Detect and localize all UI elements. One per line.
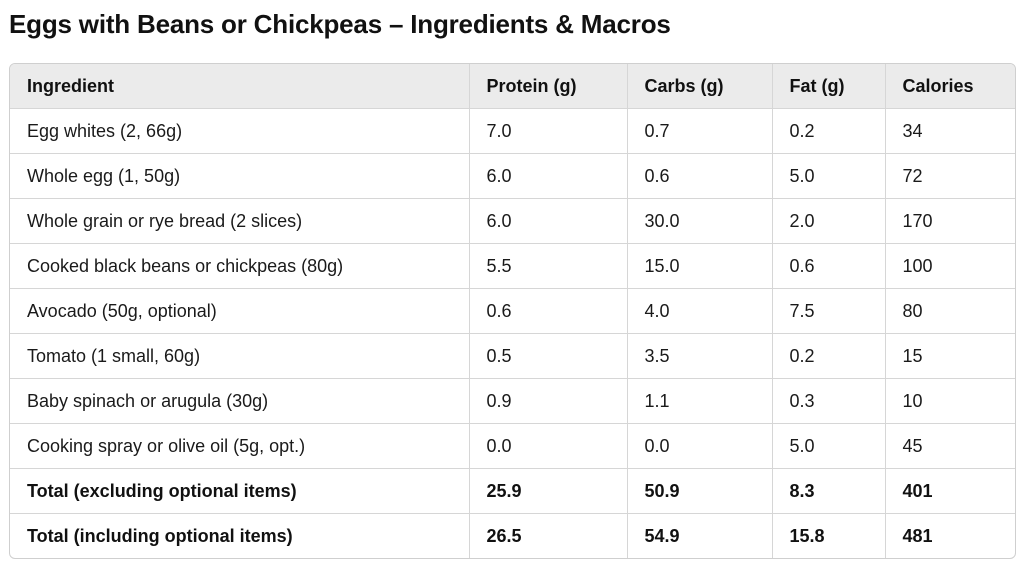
cell-carbs: 3.5 (627, 333, 773, 379)
cell-carbs: 0.6 (627, 153, 773, 199)
cell-fat: 5.0 (772, 423, 886, 469)
total-fat: 15.8 (772, 513, 886, 558)
table-row: Whole egg (1, 50g) 6.0 0.6 5.0 72 (10, 153, 1015, 199)
cell-ingredient: Tomato (1 small, 60g) (10, 333, 470, 379)
cell-ingredient: Cooking spray or olive oil (5g, opt.) (10, 423, 470, 469)
total-fat: 8.3 (772, 468, 886, 514)
cell-ingredient: Cooked black beans or chickpeas (80g) (10, 243, 470, 289)
header-calories: Calories (885, 64, 1015, 109)
cell-calories: 34 (885, 108, 1015, 154)
cell-calories: 45 (885, 423, 1015, 469)
total-row-excluding-optional: Total (excluding optional items) 25.9 50… (10, 468, 1015, 514)
table-row: Tomato (1 small, 60g) 0.5 3.5 0.2 15 (10, 333, 1015, 379)
total-carbs: 54.9 (627, 513, 773, 558)
cell-carbs: 4.0 (627, 288, 773, 334)
cell-ingredient: Egg whites (2, 66g) (10, 108, 470, 154)
total-protein: 25.9 (469, 468, 628, 514)
cell-protein: 0.6 (469, 288, 628, 334)
total-label: Total (excluding optional items) (10, 468, 470, 514)
cell-calories: 15 (885, 333, 1015, 379)
cell-calories: 10 (885, 378, 1015, 424)
cell-calories: 72 (885, 153, 1015, 199)
cell-protein: 7.0 (469, 108, 628, 154)
cell-protein: 6.0 (469, 198, 628, 244)
total-calories: 401 (885, 468, 1015, 514)
cell-carbs: 1.1 (627, 378, 773, 424)
total-calories: 481 (902, 525, 933, 546)
cell-carbs: 0.0 (627, 423, 773, 469)
page-title: Eggs with Beans or Chickpeas – Ingredien… (9, 9, 671, 39)
cell-protein: 0.0 (469, 423, 628, 469)
table-row: Whole grain or rye bread (2 slices) 6.0 … (10, 198, 1015, 244)
cell-protein: 5.5 (469, 243, 628, 289)
cell-ingredient: Avocado (50g, optional) (10, 288, 470, 334)
cell-fat: 0.2 (772, 333, 886, 379)
cell-fat: 0.2 (772, 108, 886, 154)
cell-fat: 0.3 (772, 378, 886, 424)
cell-fat: 2.0 (772, 198, 886, 244)
cell-fat: 5.0 (772, 153, 886, 199)
total-protein: 26.5 (469, 513, 628, 558)
cell-carbs: 15.0 (627, 243, 773, 289)
cell-calories: 170 (885, 198, 1015, 244)
table-header-row: Ingredient Protein (g) Carbs (g) Fat (g)… (10, 64, 1015, 109)
table-row: Cooked black beans or chickpeas (80g) 5.… (10, 243, 1015, 289)
total-carbs: 50.9 (627, 468, 773, 514)
cell-calories: 100 (885, 243, 1015, 289)
total-label: Total (including optional items) (10, 513, 470, 558)
cell-protein: 6.0 (469, 153, 628, 199)
header-ingredient: Ingredient (10, 64, 470, 109)
cell-protein: 0.9 (469, 378, 628, 424)
cell-calories: 80 (885, 288, 1015, 334)
header-fat: Fat (g) (772, 64, 886, 109)
cell-carbs: 30.0 (627, 198, 773, 244)
cell-carbs: 0.7 (627, 108, 773, 154)
cell-ingredient: Baby spinach or arugula (30g) (10, 378, 470, 424)
table-row: Cooking spray or olive oil (5g, opt.) 0.… (10, 423, 1015, 469)
table-row: Egg whites (2, 66g) 7.0 0.7 0.2 34 (10, 108, 1015, 154)
cell-ingredient: Whole grain or rye bread (2 slices) (10, 198, 470, 244)
total-row-including-optional: Total (including optional items) 26.5 54… (10, 513, 1015, 558)
table-row: Avocado (50g, optional) 0.6 4.0 7.5 80 (10, 288, 1015, 334)
cell-fat: 7.5 (772, 288, 886, 334)
table-row: Baby spinach or arugula (30g) 0.9 1.1 0.… (10, 378, 1015, 424)
header-carbs: Carbs (g) (627, 64, 773, 109)
header-protein: Protein (g) (469, 64, 628, 109)
macros-table-container: Ingredient Protein (g) Carbs (g) Fat (g)… (9, 63, 1016, 559)
cell-protein: 0.5 (469, 333, 628, 379)
cell-ingredient: Whole egg (1, 50g) (10, 153, 470, 199)
cell-fat: 0.6 (772, 243, 886, 289)
macros-table: Ingredient Protein (g) Carbs (g) Fat (g)… (10, 64, 1015, 558)
